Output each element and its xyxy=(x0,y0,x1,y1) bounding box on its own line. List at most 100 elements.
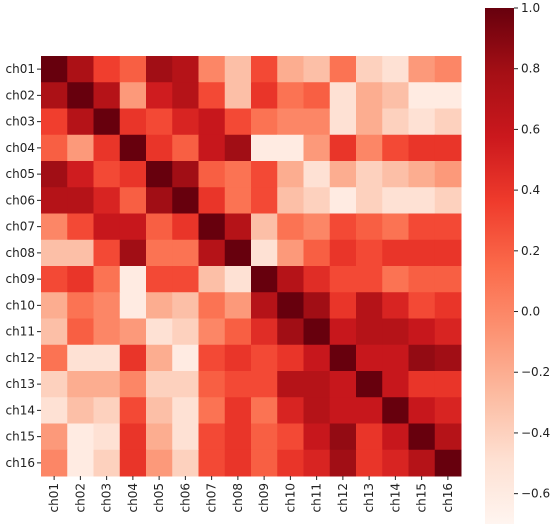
heatmap-cell-ch13-ch15 xyxy=(408,371,436,398)
heatmap-cell-ch09-ch01 xyxy=(41,266,68,293)
row-label-ch01: ch01 xyxy=(6,62,35,76)
heatmap-cell-ch03-ch04 xyxy=(119,108,147,136)
heatmap-cell-ch13-ch13 xyxy=(356,371,383,398)
heatmap-cell-ch04-ch03 xyxy=(93,134,121,162)
colorbar-tick-label: 0.6 xyxy=(521,122,540,136)
heatmap-cell-ch04-ch07 xyxy=(198,134,226,162)
heatmap-cell-ch09-ch11 xyxy=(303,266,331,293)
heatmap-cell-ch12-ch02 xyxy=(67,344,94,372)
heatmap-cell-ch04-ch16 xyxy=(434,134,462,162)
heatmap-cell-ch12-ch15 xyxy=(408,344,436,372)
heatmap-cell-ch02-ch10 xyxy=(277,82,304,109)
heatmap-cell-ch12-ch05 xyxy=(146,344,173,372)
column-label-ch05: ch05 xyxy=(152,483,166,512)
heatmap-cell-ch12-ch10 xyxy=(277,344,304,372)
heatmap-cell-ch08-ch15 xyxy=(408,239,436,267)
heatmap-cell-ch08-ch12 xyxy=(329,239,357,267)
heatmap-cell-ch14-ch13 xyxy=(356,397,383,424)
row-label-ch15: ch15 xyxy=(6,430,35,444)
heatmap-cell-ch11-ch04 xyxy=(119,318,147,346)
heatmap-cell-ch01-ch03 xyxy=(93,56,121,83)
heatmap-cell-ch15-ch09 xyxy=(251,423,278,451)
heatmap-cell-ch07-ch13 xyxy=(356,213,383,241)
heatmap-cell-ch03-ch08 xyxy=(224,108,252,136)
heatmap-cell-ch10-ch04 xyxy=(119,292,147,319)
heatmap-cell-ch03-ch12 xyxy=(329,108,357,136)
colorbar-tick-label: −0.6 xyxy=(521,487,550,501)
heatmap-cell-ch14-ch07 xyxy=(198,397,226,424)
heatmap-cell-ch05-ch05 xyxy=(146,161,173,188)
heatmap-cell-ch05-ch01 xyxy=(41,161,68,188)
heatmap-cell-ch03-ch06 xyxy=(172,108,199,136)
heatmap-cell-ch06-ch08 xyxy=(224,187,252,214)
heatmap-cell-ch09-ch03 xyxy=(93,266,121,293)
heatmap-cell-ch11-ch14 xyxy=(382,318,409,346)
heatmap-cell-ch12-ch14 xyxy=(382,344,409,372)
heatmap-cell-ch15-ch05 xyxy=(146,423,173,451)
heatmap-cell-ch13-ch04 xyxy=(119,371,147,398)
heatmap-cell-ch09-ch08 xyxy=(224,266,252,293)
heatmap-cell-ch02-ch06 xyxy=(172,82,199,109)
heatmap-cell-ch01-ch13 xyxy=(356,56,383,83)
heatmap-cell-ch08-ch16 xyxy=(434,239,462,267)
heatmap-cell-ch07-ch09 xyxy=(251,213,278,241)
column-label-ch04: ch04 xyxy=(126,483,140,512)
heatmap-cell-ch04-ch02 xyxy=(67,134,94,162)
heatmap-cell-ch03-ch16 xyxy=(434,108,462,136)
heatmap-cell-ch01-ch08 xyxy=(224,56,252,83)
heatmap-cell-ch02-ch01 xyxy=(41,82,68,109)
heatmap-cell-ch10-ch07 xyxy=(198,292,226,319)
heatmap-cell-ch08-ch13 xyxy=(356,239,383,267)
heatmap-cell-ch08-ch05 xyxy=(146,239,173,267)
heatmap-cell-ch01-ch15 xyxy=(408,56,436,83)
heatmap-cell-ch13-ch16 xyxy=(434,371,462,398)
heatmap-cell-ch02-ch14 xyxy=(382,82,409,109)
colorbar-tick-label: 0.0 xyxy=(521,305,540,319)
heatmap-cell-ch10-ch09 xyxy=(251,292,278,319)
column-label-ch11: ch11 xyxy=(310,483,324,512)
heatmap-cell-ch14-ch08 xyxy=(224,397,252,424)
heatmap-cell-ch02-ch07 xyxy=(198,82,226,109)
heatmap-cell-ch04-ch09 xyxy=(251,134,278,162)
column-label-ch01: ch01 xyxy=(47,483,61,512)
heatmap-cell-ch07-ch03 xyxy=(93,213,121,241)
heatmap-cell-ch10-ch08 xyxy=(224,292,252,319)
heatmap-cell-ch15-ch14 xyxy=(382,423,409,451)
heatmap-cell-ch15-ch02 xyxy=(67,423,94,451)
heatmap-cell-ch02-ch15 xyxy=(408,82,436,109)
colorbar-tick-label: 0.2 xyxy=(521,244,540,258)
heatmap-cell-ch01-ch01 xyxy=(41,56,68,83)
heatmap-cell-ch07-ch11 xyxy=(303,213,331,241)
row-label-ch07: ch07 xyxy=(6,220,35,234)
heatmap-cell-ch09-ch04 xyxy=(119,266,147,293)
heatmap-cell-ch06-ch02 xyxy=(67,187,94,214)
heatmap-cell-ch15-ch07 xyxy=(198,423,226,451)
heatmap-cell-ch04-ch13 xyxy=(356,134,383,162)
colorbar-tick-label: 1.0 xyxy=(521,1,540,15)
row-label-ch12: ch12 xyxy=(6,351,35,365)
heatmap-cell-ch15-ch10 xyxy=(277,423,304,451)
heatmap-cell-ch04-ch01 xyxy=(41,134,68,162)
heatmap-cell-ch02-ch16 xyxy=(434,82,462,109)
row-labels: ch01 ch02 ch03 ch04 ch05 ch06 ch07 ch08 ch09 ch10… xyxy=(6,62,41,470)
heatmap-cell-ch11-ch03 xyxy=(93,318,121,346)
heatmap-cell-ch14-ch11 xyxy=(303,397,331,424)
heatmap-cell-ch06-ch03 xyxy=(93,187,121,214)
row-label-ch02: ch02 xyxy=(6,88,35,102)
heatmap-cell-ch14-ch10 xyxy=(277,397,304,424)
heatmap-cell-ch05-ch10 xyxy=(277,161,304,188)
heatmap-cell-ch12-ch07 xyxy=(198,344,226,372)
heatmap-cell-ch07-ch10 xyxy=(277,213,304,241)
heatmap-cell-ch13-ch03 xyxy=(93,371,121,398)
heatmap-cell-ch12-ch04 xyxy=(119,344,147,372)
heatmap-cell-ch12-ch09 xyxy=(251,344,278,372)
heatmap-cell-ch15-ch01 xyxy=(41,423,68,451)
heatmap-cell-ch04-ch15 xyxy=(408,134,436,162)
heatmap-cell-ch06-ch10 xyxy=(277,187,304,214)
heatmap-cell-ch10-ch15 xyxy=(408,292,436,319)
colorbar-gradient xyxy=(485,8,514,524)
heatmap-cell-ch02-ch13 xyxy=(356,82,383,109)
heatmap-cell-ch16-ch13 xyxy=(356,449,383,477)
heatmap-cell-ch04-ch08 xyxy=(224,134,252,162)
